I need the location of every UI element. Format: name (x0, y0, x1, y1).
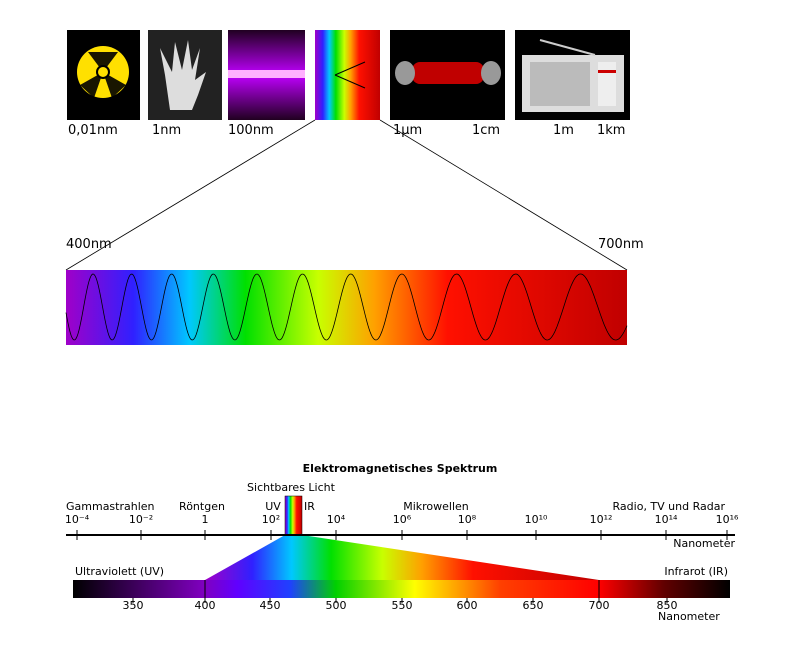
tick-label: 10⁸ (458, 513, 477, 526)
band-label: Mikrowellen (403, 500, 469, 513)
tick-label: 10¹⁴ (655, 513, 678, 526)
band-label: Röntgen (179, 500, 225, 513)
detail-tick-label: 700 (589, 599, 610, 612)
band-label: UV (265, 500, 281, 513)
scale-label: 100nm (228, 123, 274, 138)
band-label: IR (304, 500, 315, 513)
detail-tick-label: 350 (123, 599, 144, 612)
scale-label: 0,01nm (68, 123, 118, 138)
detail-tick-label: 450 (260, 599, 281, 612)
detail-unit: Nanometer (658, 610, 720, 623)
scale-label: 1m (553, 123, 574, 138)
zoom-lines (65, 119, 628, 271)
end-label: 700nm (598, 237, 644, 252)
detail-tick-label: 600 (457, 599, 478, 612)
band-label: Radio, TV und Radar (613, 500, 726, 513)
right-label: Infrarot (IR) (664, 565, 728, 578)
unit: Nanometer (673, 537, 735, 550)
scale-label: 1km (597, 123, 625, 138)
detail-tick-label: 550 (392, 599, 413, 612)
scale-label: 1μm (393, 123, 422, 138)
tick-label: 10¹² (590, 513, 613, 526)
tick-label: 10⁴ (327, 513, 346, 526)
tick-label: 10⁻⁴ (65, 513, 90, 526)
tick-label: 10² (262, 513, 280, 526)
scale-label: 1nm (152, 123, 181, 138)
detail-tick-label: 500 (326, 599, 347, 612)
icons (67, 30, 630, 120)
tick-label: 10⁶ (393, 513, 412, 526)
left-label: Ultraviolett (UV) (75, 565, 164, 578)
detail-spectrum (73, 580, 730, 598)
band-label: Gammastrahlen (66, 500, 155, 513)
start-label: 400nm (66, 237, 112, 252)
detail-tick-label: 400 (195, 599, 216, 612)
detail-tick-label: 850 (657, 599, 678, 612)
detail-tick-label: 650 (523, 599, 544, 612)
visible-fan (205, 535, 599, 580)
visible-label: Sichtbares Licht (247, 481, 336, 494)
visible-band (284, 495, 303, 536)
title: Elektromagnetisches Spektrum (303, 462, 498, 475)
tick-label: 1 (202, 513, 209, 526)
visible-spectrum (66, 270, 627, 345)
tick-label: 10¹⁶ (716, 513, 739, 526)
scale-label: 1cm (472, 123, 500, 138)
labels: Elektromagnetisches Spektrum Sichtbares … (66, 237, 735, 623)
tick-label: 10¹⁰ (525, 513, 548, 526)
tick-label: 10⁻² (129, 513, 153, 526)
wave (65, 273, 628, 341)
